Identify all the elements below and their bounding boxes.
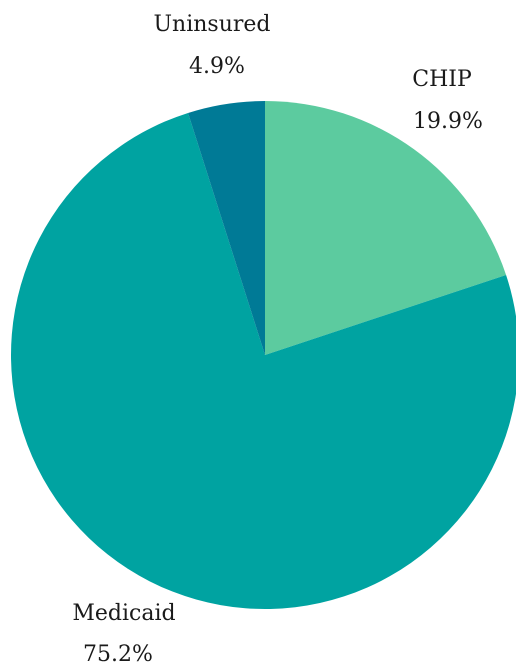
label-chip-value: 19.9% — [413, 109, 483, 134]
slice-labels: CHIP 19.9% Medicaid 75.2% Uninsured 4.9% — [72, 12, 483, 664]
pie-slice-chip — [265, 101, 507, 355]
pie-slices — [11, 101, 516, 609]
pie-slice-uninsured — [188, 101, 265, 355]
label-uninsured-value: 4.9% — [189, 54, 245, 79]
label-uninsured-name: Uninsured — [154, 12, 271, 37]
label-medicaid-name: Medicaid — [72, 601, 175, 626]
pie-slice-medicaid — [11, 112, 516, 609]
label-medicaid-value: 75.2% — [83, 642, 153, 664]
label-chip-name: CHIP — [412, 67, 472, 92]
